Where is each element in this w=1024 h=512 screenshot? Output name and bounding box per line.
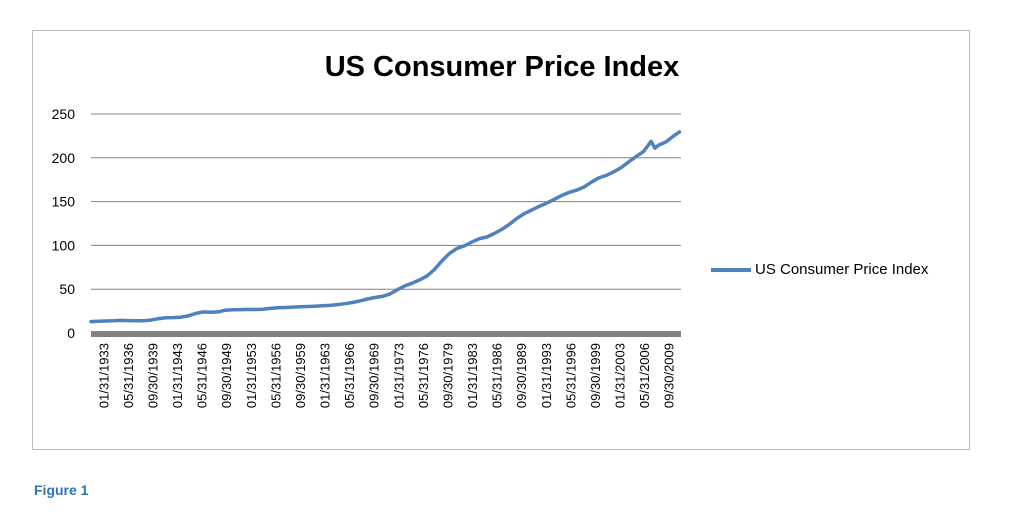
- x-tick-label: 01/31/1933: [96, 343, 111, 408]
- legend: US Consumer Price Index: [711, 261, 928, 278]
- figure-caption: Figure 1: [34, 482, 89, 498]
- x-tick-label: 05/31/1966: [342, 343, 357, 408]
- y-tick-label: 200: [52, 150, 76, 166]
- x-tick-label: 09/30/2009: [662, 343, 677, 408]
- series-line-us-cpi: [89, 130, 682, 324]
- x-tick-label: 01/31/1993: [539, 343, 554, 408]
- legend-swatch: [711, 267, 751, 272]
- x-tick-label: 09/30/1999: [588, 343, 603, 408]
- x-tick-label: 05/31/1956: [268, 343, 283, 408]
- y-tick-label: 250: [52, 106, 76, 122]
- y-tick-label: 50: [59, 281, 75, 297]
- x-tick-label: 09/30/1959: [293, 343, 308, 408]
- x-tick-label: 09/30/1949: [219, 343, 234, 408]
- x-tick-label: 01/31/2003: [613, 343, 628, 408]
- x-tick-label: 05/31/1936: [121, 343, 136, 408]
- x-tick-label: 05/31/1996: [563, 343, 578, 408]
- x-tick-label: 01/31/1973: [391, 343, 406, 408]
- plot-area: 0 50 100 150 200 250 01/31/1933 05/31/1936 09/3…: [52, 106, 682, 408]
- chart-title: US Consumer Price Index: [324, 51, 680, 83]
- legend-label: US Consumer Price Index: [755, 261, 929, 278]
- y-tick-label: 100: [52, 237, 76, 253]
- y-tick-label: 150: [52, 194, 76, 210]
- x-tick-label: 09/30/1989: [514, 343, 529, 408]
- x-tick-label: 01/31/1953: [244, 343, 259, 408]
- x-tick-label: 01/31/1963: [318, 343, 333, 408]
- x-tick-label: 09/30/1939: [145, 343, 160, 408]
- chart-frame: US Consumer Price Index 0 50 100 150 200 250 …: [32, 30, 970, 450]
- x-tick-label: 05/31/2006: [637, 343, 652, 408]
- x-tick-label: 01/31/1943: [170, 343, 185, 408]
- x-tick-label: 09/30/1979: [440, 343, 455, 408]
- x-tick-label: 05/31/1986: [490, 343, 505, 408]
- x-tick-label: 05/31/1946: [195, 343, 210, 408]
- x-tick-label: 05/31/1976: [416, 343, 431, 408]
- x-tick-label: 09/30/1969: [367, 343, 382, 408]
- x-tick-label: 01/31/1983: [465, 343, 480, 408]
- y-tick-label: 0: [67, 325, 75, 341]
